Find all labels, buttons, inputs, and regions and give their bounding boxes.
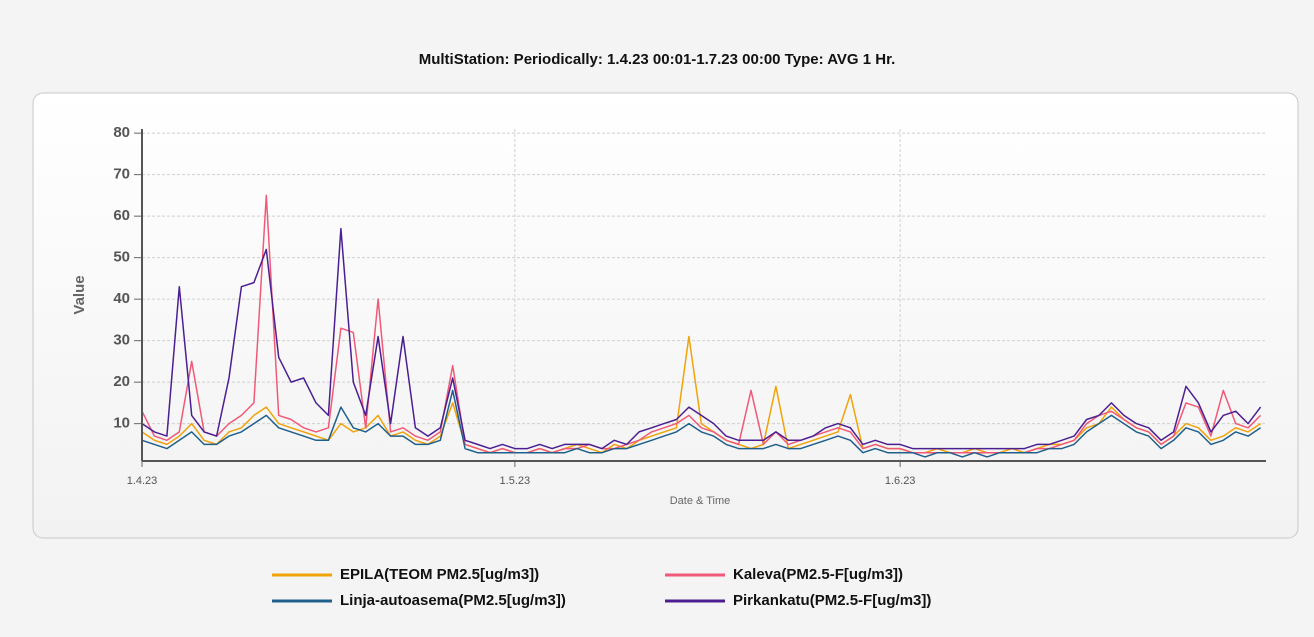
chart-title: MultiStation: Periodically: 1.4.23 00:01… bbox=[419, 51, 896, 68]
legend-label: Linja-autoasema(PM2.5[ug/m3]) bbox=[340, 592, 566, 609]
y-tick-label: 50 bbox=[113, 249, 130, 266]
legend: EPILA(TEOM PM2.5[ug/m3]) Kaleva(PM2.5-F[u… bbox=[272, 566, 931, 609]
legend-label: EPILA(TEOM PM2.5[ug/m3]) bbox=[340, 566, 539, 583]
y-tick-label: 40 bbox=[113, 290, 130, 307]
legend-label: Kaleva(PM2.5-F[ug/m3]) bbox=[733, 566, 903, 583]
legend-label: Pirkankatu(PM2.5-F[ug/m3]) bbox=[733, 592, 931, 609]
axes: 10 20 30 40 50 60 70 80 1.4.23 1.5.23 1.6.23 bbox=[113, 124, 1266, 487]
x-tick-label: 1.6.23 bbox=[885, 475, 916, 487]
series-line bbox=[141, 389, 1262, 458]
y-tick-label: 20 bbox=[113, 373, 130, 390]
y-tick-label: 30 bbox=[113, 332, 130, 349]
lines bbox=[141, 194, 1262, 458]
y-tick-label: 70 bbox=[113, 166, 130, 183]
series-line bbox=[141, 227, 1262, 450]
y-axis-label: Value bbox=[71, 275, 88, 314]
y-tick-label: 80 bbox=[113, 124, 130, 141]
y-tick-label: 10 bbox=[113, 415, 130, 432]
series-line bbox=[141, 194, 1262, 454]
y-tick-label: 60 bbox=[113, 207, 130, 224]
plot-panel bbox=[32, 92, 1299, 539]
x-tick-label: 1.4.23 bbox=[127, 475, 158, 487]
grid bbox=[142, 129, 1266, 461]
x-axis-label: Date & Time bbox=[670, 495, 731, 507]
x-tick-label: 1.5.23 bbox=[500, 475, 531, 487]
